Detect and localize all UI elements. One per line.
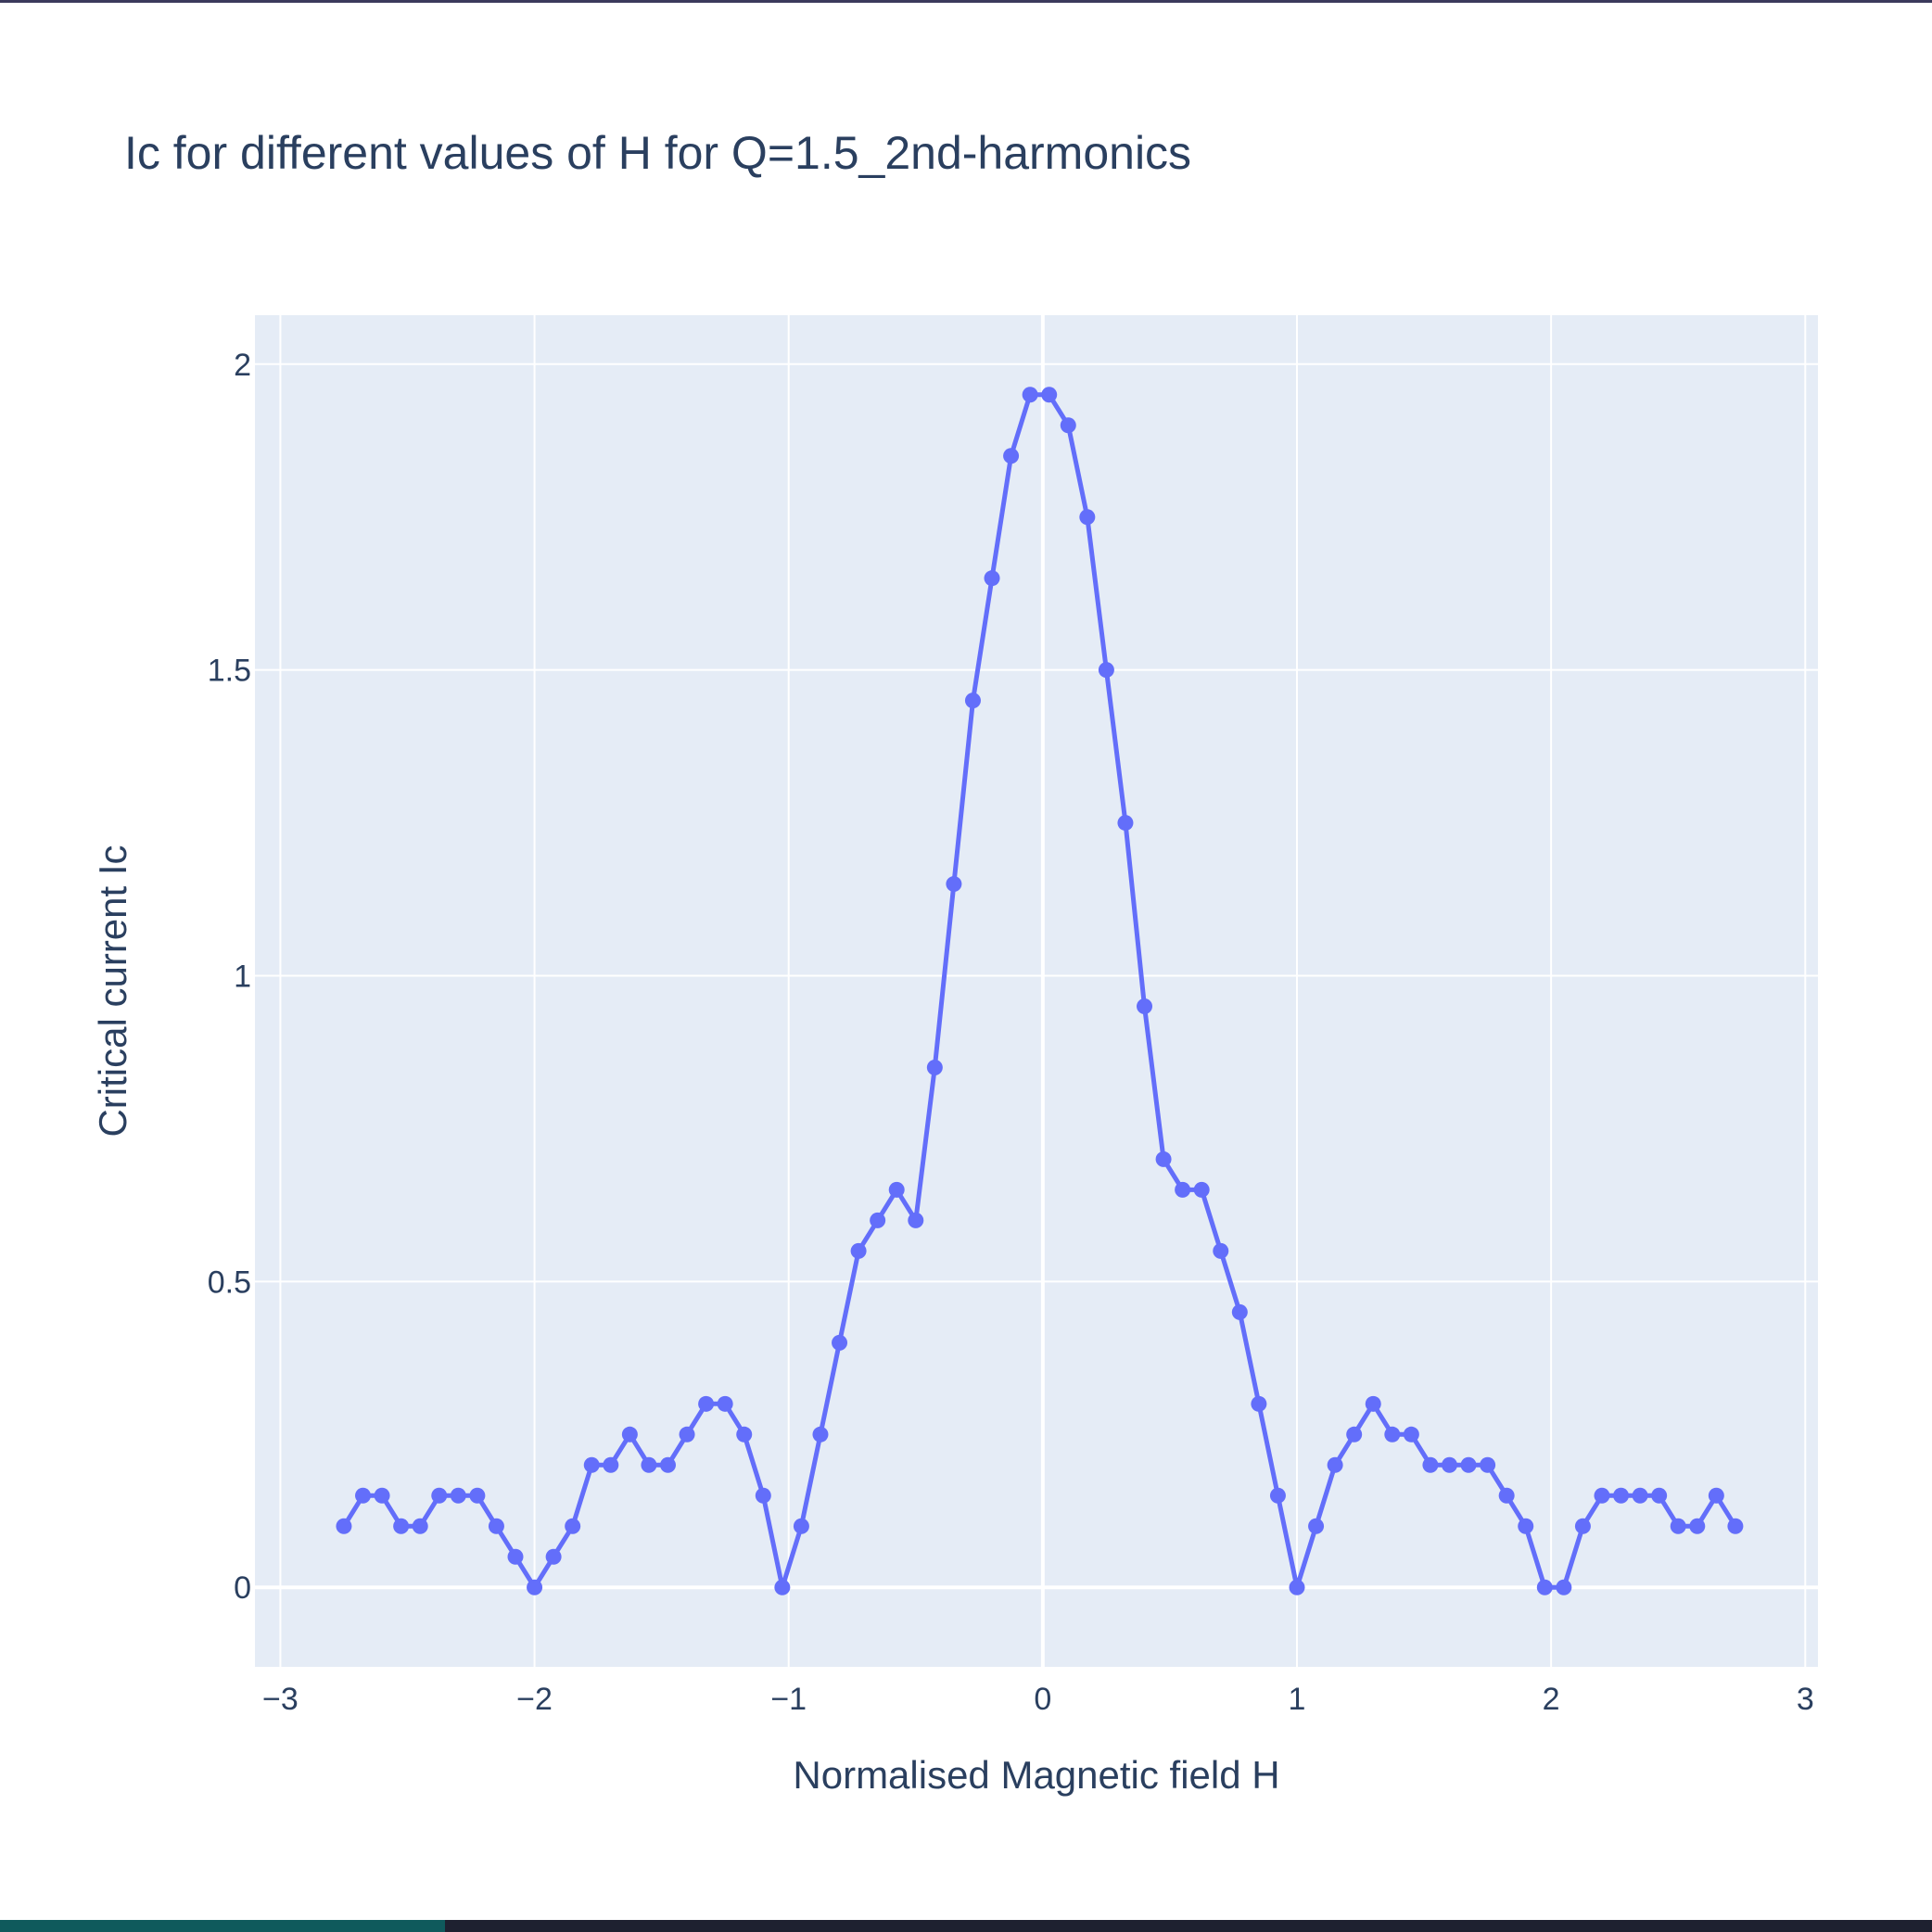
data-point — [1155, 1150, 1172, 1167]
data-point — [1689, 1518, 1706, 1534]
data-point — [412, 1518, 428, 1534]
data-point — [1137, 998, 1153, 1014]
y-tick-label: 0 — [234, 1570, 251, 1606]
x-tick-label: −2 — [516, 1682, 553, 1717]
data-point — [1231, 1303, 1248, 1320]
x-axis-ticks: −3 −2 −1 0 1 2 3 — [262, 1682, 1814, 1717]
taskbar-strip — [0, 1920, 1932, 1932]
data-point — [1193, 1181, 1210, 1198]
data-point — [1079, 509, 1096, 526]
data-point — [1308, 1518, 1325, 1534]
data-point — [926, 1059, 943, 1075]
y-tick-label: 1 — [234, 960, 251, 995]
x-tick-label: 1 — [1289, 1682, 1306, 1717]
data-point — [774, 1579, 791, 1595]
data-point — [1327, 1456, 1343, 1473]
data-point — [565, 1518, 581, 1534]
data-point — [393, 1518, 410, 1534]
data-point — [469, 1487, 486, 1504]
data-point — [908, 1212, 924, 1228]
data-point — [545, 1548, 562, 1565]
x-tick-label: −3 — [262, 1682, 299, 1717]
data-point — [1098, 662, 1114, 679]
data-point — [964, 693, 981, 709]
data-point — [1117, 815, 1134, 832]
data-point — [488, 1518, 504, 1534]
data-point — [1251, 1395, 1267, 1412]
grid-lines — [255, 315, 1818, 1667]
data-point — [888, 1181, 905, 1198]
chart-title: Ic for different values of H for Q=1.5_2… — [124, 127, 1191, 179]
data-point — [946, 876, 962, 893]
data-point — [1498, 1487, 1515, 1504]
data-point — [1003, 448, 1020, 464]
data-point — [431, 1487, 448, 1504]
data-point — [1289, 1579, 1305, 1595]
data-point — [1441, 1456, 1457, 1473]
x-tick-label: 0 — [1034, 1682, 1051, 1717]
data-point — [1022, 387, 1038, 403]
data-point — [736, 1426, 753, 1443]
x-axis-title: Normalised Magnetic field H — [793, 1753, 1279, 1797]
data-point — [1365, 1395, 1381, 1412]
data-point — [621, 1426, 638, 1443]
data-point — [832, 1334, 848, 1351]
x-tick-label: −1 — [770, 1682, 807, 1717]
data-point — [450, 1487, 466, 1504]
data-point — [603, 1456, 619, 1473]
data-point — [812, 1426, 829, 1443]
data-point — [1460, 1456, 1477, 1473]
x-tick-label: 3 — [1797, 1682, 1814, 1717]
data-point — [1632, 1487, 1648, 1504]
data-point — [1346, 1426, 1363, 1443]
y-tick-label: 1.5 — [208, 654, 251, 689]
data-point — [1556, 1579, 1572, 1595]
data-point — [1670, 1518, 1686, 1534]
data-point — [1480, 1456, 1496, 1473]
data-point — [1384, 1426, 1401, 1443]
x-tick-label: 2 — [1543, 1682, 1560, 1717]
data-point — [336, 1518, 352, 1534]
data-point — [1041, 387, 1058, 403]
data-point — [717, 1395, 733, 1412]
y-tick-label: 2 — [234, 348, 251, 383]
data-point — [1574, 1518, 1591, 1534]
y-axis-title: Critical current Ic — [91, 845, 134, 1137]
data-point — [755, 1487, 771, 1504]
data-point — [1536, 1579, 1553, 1595]
y-axis-ticks: 0 0.5 1 1.5 2 — [208, 348, 251, 1606]
y-tick-label: 0.5 — [208, 1265, 251, 1300]
data-point — [1651, 1487, 1668, 1504]
data-point — [1727, 1518, 1744, 1534]
data-point — [1175, 1181, 1191, 1198]
data-point — [1518, 1518, 1534, 1534]
data-point — [1403, 1426, 1419, 1443]
data-point — [793, 1518, 809, 1534]
plot-area — [255, 315, 1818, 1667]
window-top-border — [0, 0, 1932, 3]
data-point — [698, 1395, 715, 1412]
data-point — [374, 1487, 390, 1504]
data-point — [1613, 1487, 1630, 1504]
data-point — [870, 1212, 886, 1228]
data-point — [679, 1426, 695, 1443]
data-point — [1269, 1487, 1286, 1504]
data-point — [1213, 1242, 1229, 1259]
data-point — [984, 570, 1000, 587]
data-point — [527, 1579, 543, 1595]
data-point — [1060, 417, 1076, 434]
data-point — [1708, 1487, 1724, 1504]
data-point — [507, 1548, 524, 1565]
data-point — [1422, 1456, 1439, 1473]
data-point — [583, 1456, 600, 1473]
data-point — [1594, 1487, 1610, 1504]
series-layer — [336, 387, 1744, 1595]
data-point — [659, 1456, 676, 1473]
data-point — [850, 1242, 867, 1259]
data-point — [355, 1487, 372, 1504]
data-point — [641, 1456, 657, 1473]
